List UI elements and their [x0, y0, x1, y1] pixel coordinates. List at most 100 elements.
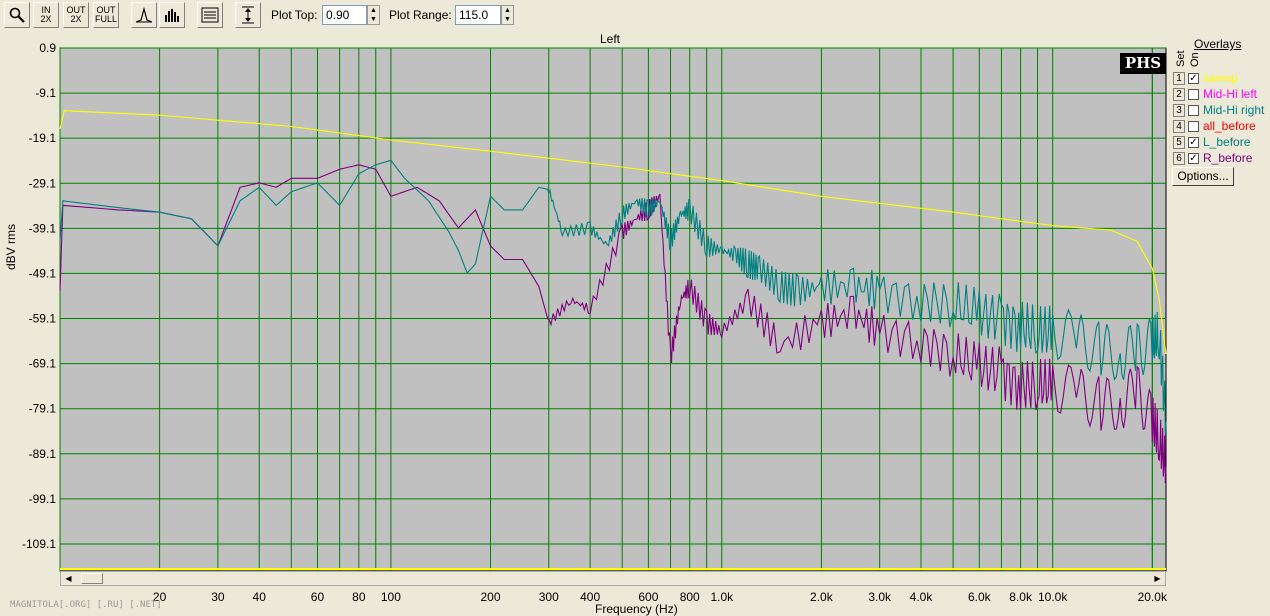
zoom-out-full-label: OUT FULL — [94, 5, 117, 24]
peak-curve-icon — [135, 7, 153, 23]
overlay-name: Mid-Hi left — [1203, 87, 1258, 101]
y-tick-label: -59.1 — [29, 312, 57, 326]
x-tick-label: 3.0k — [868, 590, 892, 604]
x-axis-label: Frequency (Hz) — [595, 602, 678, 616]
plot-top-spinner[interactable]: ▲ ▼ — [367, 5, 380, 25]
overlay-on-checkbox[interactable] — [1188, 104, 1199, 116]
overlay-on-checkbox[interactable]: ✓ — [1188, 152, 1199, 164]
col-set-header: Set — [1175, 50, 1187, 67]
x-tick-label: 400 — [580, 590, 600, 604]
y-tick-label: -49.1 — [29, 266, 57, 280]
zoom-out-2x-button[interactable]: OUT 2X — [63, 2, 89, 28]
overlay-set-button[interactable]: 5 — [1173, 135, 1185, 149]
overlays-heading: Overlays — [1194, 37, 1242, 51]
peak-view-button[interactable] — [131, 2, 157, 28]
watermark: MAGNITOLA[.ORG] [.RU] [.NET] — [10, 600, 162, 610]
plot-range-input[interactable] — [455, 5, 501, 25]
x-tick-label: 60 — [311, 590, 325, 604]
x-tick-label: 2.0k — [810, 590, 834, 604]
x-tick-label: 600 — [638, 590, 658, 604]
y-tick-label: 0.9 — [39, 41, 56, 55]
overlay-name: sweep — [1203, 71, 1238, 85]
y-tick-label: -89.1 — [29, 447, 57, 461]
list-icon — [201, 7, 219, 23]
overlay-set-button[interactable]: 1 — [1173, 71, 1185, 85]
toolbar: IN 2X OUT 2X OUT FULL Plot Top: ▲▼ Plot … — [0, 0, 1270, 30]
x-tick-label: 6.0k — [968, 590, 992, 604]
y-tick-label: -39.1 — [29, 221, 57, 235]
x-tick-label: 10.0k — [1038, 590, 1068, 604]
horizontal-scrollbar[interactable]: ◀ ▶ — [60, 571, 1166, 586]
overlay-on-checkbox[interactable]: ✓ — [1188, 136, 1199, 148]
x-tick-label: 300 — [539, 590, 559, 604]
y-tick-label: -99.1 — [29, 492, 57, 506]
overlay-row-5: 5 ✓ L_before — [1173, 134, 1250, 150]
y-tick-label: -79.1 — [29, 402, 57, 416]
overlay-row-4: 4 all_before — [1173, 118, 1256, 134]
series-line-L_before — [59, 159, 1167, 436]
x-tick-label: 4.0k — [910, 590, 934, 604]
zoom-out-full-button[interactable]: OUT FULL — [93, 2, 119, 28]
zoom-out-2x-label: OUT 2X — [66, 5, 86, 24]
scroll-thumb[interactable] — [81, 573, 103, 584]
spin-down-icon[interactable]: ▼ — [370, 16, 377, 23]
overlay-list-button[interactable] — [197, 2, 223, 28]
plot-area[interactable] — [59, 47, 1167, 572]
overlay-row-3: 3 Mid-Hi right — [1173, 102, 1264, 118]
spin-up-icon[interactable]: ▲ — [370, 7, 377, 14]
y-tick-label: -69.1 — [29, 357, 57, 371]
x-tick-label: 20 — [153, 590, 167, 604]
zoom-in-2x-button[interactable]: IN 2X — [33, 2, 59, 28]
x-tick-label: 8.0k — [1009, 590, 1033, 604]
x-tick-label: 40 — [253, 590, 267, 604]
phs-badge: PHS — [1120, 53, 1166, 74]
overlay-set-button[interactable]: 4 — [1173, 119, 1185, 133]
x-tick-label: 1.0k — [710, 590, 734, 604]
plot-range-label: Plot Range: — [389, 8, 452, 22]
y-tick-label: -9.1 — [35, 86, 56, 100]
overlay-name: all_before — [1203, 119, 1256, 133]
plot-range-spinner[interactable]: ▲ ▼ — [501, 5, 514, 25]
magnifier-icon — [9, 7, 25, 23]
x-tick-label: 100 — [381, 590, 401, 604]
spin-down-icon[interactable]: ▼ — [504, 16, 511, 23]
bar-graph-icon — [165, 9, 179, 22]
overlay-name: Mid-Hi right — [1203, 103, 1265, 117]
overlay-name: R_before — [1203, 151, 1253, 165]
y-tick-label: -109.1 — [22, 537, 56, 551]
overlay-set-button[interactable]: 2 — [1173, 87, 1185, 101]
x-tick-label: 200 — [480, 590, 500, 604]
x-tick-label: 30 — [211, 590, 225, 604]
overlay-row-2: 2 Mid-Hi left — [1173, 86, 1257, 102]
plot-top-input[interactable] — [322, 5, 367, 25]
overlay-set-button[interactable]: 6 — [1173, 151, 1185, 165]
zoom-button[interactable] — [4, 2, 30, 28]
overlay-on-checkbox[interactable]: ✓ — [1188, 72, 1199, 84]
overlay-on-checkbox[interactable] — [1188, 88, 1199, 100]
y-tick-label: -29.1 — [29, 176, 57, 190]
overlay-set-button[interactable]: 3 — [1173, 103, 1185, 117]
scroll-left-icon[interactable]: ◀ — [65, 574, 72, 583]
y-tick-label: -19.1 — [29, 131, 57, 145]
scroll-right-icon[interactable]: ▶ — [1154, 574, 1161, 583]
series-line-R_before — [59, 164, 1167, 484]
overlay-row-6: 6 ✓ R_before — [1173, 150, 1252, 166]
col-on-header: On — [1189, 52, 1201, 67]
overlay-row-1: 1 ✓ sweep — [1173, 70, 1238, 86]
y-axis-label: dBV rms — [4, 223, 18, 270]
vertical-range-button[interactable] — [235, 2, 261, 28]
x-tick-label: 20.0k — [1138, 590, 1168, 604]
options-button[interactable]: Options... — [1172, 167, 1234, 186]
x-tick-label: 80 — [352, 590, 366, 604]
series-line-sweep — [59, 110, 1167, 355]
plot-title: Left — [600, 32, 621, 46]
vertical-arrows-icon — [242, 6, 254, 24]
zoom-in-2x-label: IN 2X — [40, 5, 52, 24]
plot-top-label: Plot Top: — [271, 8, 318, 22]
overlay-on-checkbox[interactable] — [1188, 120, 1199, 132]
bar-view-button[interactable] — [159, 2, 185, 28]
x-tick-label: 800 — [680, 590, 700, 604]
overlay-name: L_before — [1203, 135, 1251, 149]
spin-up-icon[interactable]: ▲ — [504, 7, 511, 14]
